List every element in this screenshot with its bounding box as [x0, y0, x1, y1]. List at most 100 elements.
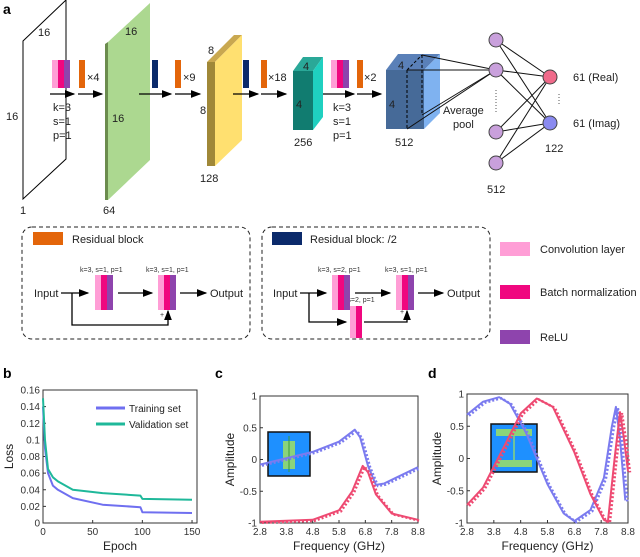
x-tick-label: 4.8	[306, 527, 320, 538]
x-tick-label: 0	[40, 527, 46, 538]
chart-d: 2.8 3.8 4.8 5.8 6.8 7.8 8.8 -1 -0.5 0 0.5 1 Frequenc…	[430, 390, 635, 554]
chart-c: 2.8 3.8 4.8 5.8 6.8 7.8 8.8 -1 -0.5 0 0.5 1 Frequenc…	[223, 392, 425, 554]
y-tick-label: 0.14	[21, 402, 41, 413]
input-label: Input	[273, 288, 297, 300]
fc-connection	[495, 69, 551, 124]
x-tick-label: 2.8	[253, 527, 267, 538]
residual-block-down-title: Residual block: /2	[310, 234, 397, 246]
series-predicted-line	[261, 428, 421, 488]
output-real-label: 61 (Real)	[573, 72, 618, 84]
fc-connection	[495, 122, 551, 164]
y-axis-label: Amplitude	[223, 433, 237, 487]
y-tick-label: -0.5	[240, 487, 258, 498]
y-tick-label: 0.16	[21, 386, 41, 397]
repeat-count: ×18	[268, 72, 287, 84]
y-tick-label: 0.1	[26, 435, 40, 446]
conv-param-k: k=3	[53, 102, 71, 114]
conv-params: k=3, s=1, p=1	[385, 267, 428, 274]
input-height: 16	[6, 111, 18, 123]
residual-block-diagram: Residual block Input Output k=3, s=1, p=…	[21, 226, 251, 340]
conv-param-s: s=1	[333, 116, 351, 128]
residual-block-title: Residual block	[72, 234, 144, 246]
stage1-channels: 64	[103, 205, 115, 217]
series-line	[259, 464, 419, 523]
plus-sign: +	[400, 309, 404, 316]
legend-label: Training set	[129, 404, 181, 415]
output-label: Output	[447, 288, 480, 300]
conv-block-stem	[52, 60, 70, 88]
stage1-width: 16	[125, 26, 137, 38]
y-tick-label: 0.08	[21, 452, 41, 463]
conv-params: k=3, s=1, p=1	[146, 267, 189, 274]
stage2-width: 8	[208, 45, 214, 57]
series-line	[259, 428, 419, 486]
y-tick-label: 0	[251, 455, 257, 466]
unit-cell-inset	[490, 423, 538, 473]
fc-out-count: 122	[545, 143, 563, 155]
y-tick-label: 0.04	[21, 485, 41, 496]
fc-connection	[495, 76, 551, 133]
panel-label-d: d	[428, 365, 437, 381]
x-tick-label: 7.8	[385, 527, 399, 538]
stage4-width: 4	[398, 60, 404, 72]
plus-sign: +	[160, 312, 164, 319]
x-tick-label: 150	[184, 527, 201, 538]
fc-connection	[495, 69, 551, 78]
output-label: Output	[210, 288, 243, 300]
avgpool-label: Average	[443, 105, 484, 117]
panel-label-c: c	[215, 365, 223, 381]
y-tick-label: -0.5	[447, 486, 465, 497]
y-tick-label: -1	[248, 519, 257, 530]
stage2-height: 8	[200, 105, 206, 117]
conv-params: k=3, s=2, p=1	[318, 267, 361, 274]
y-tick-label: 0.12	[21, 419, 41, 430]
x-tick-label: 2.8	[460, 527, 474, 538]
x-tick-label: 8.8	[411, 527, 425, 538]
x-axis-label: Frequency (GHz)	[293, 539, 385, 553]
series-line	[42, 398, 193, 501]
input-plane: 16 16 1	[6, 0, 67, 217]
y-tick-label: 0.5	[450, 422, 464, 433]
repeat-count: ×4	[87, 72, 100, 84]
x-tick-label: 6.8	[358, 527, 372, 538]
y-tick-label: -1	[455, 519, 464, 530]
conv-param-p: p=1	[53, 130, 72, 142]
legend-conv: Convolution layer	[540, 244, 625, 256]
residual-block-icon	[357, 60, 363, 88]
feature-map-128: 8 8 128	[200, 35, 242, 185]
conv-params: k=1, s=2, p=1	[332, 297, 375, 304]
stage4-channels: 512	[395, 137, 413, 149]
x-axis-label: Frequency (GHz)	[501, 539, 593, 553]
input-width: 16	[38, 27, 50, 39]
x-tick-label: 3.8	[487, 527, 501, 538]
fully-connected-layer	[406, 32, 560, 171]
residual-block-down-icon	[152, 60, 158, 88]
conv-param-k: k=3	[333, 102, 351, 114]
chart-b: 0 50 100 150 0 0.02 0.04 0.06 0.08 0.1 0.12 0.14 0.1…	[2, 386, 201, 554]
fc-hidden-count: 512	[487, 184, 505, 196]
residual-block-icon	[261, 60, 267, 88]
output-neuron-real	[542, 69, 558, 85]
input-label: Input	[34, 288, 58, 300]
panel-label-a: a	[3, 1, 11, 17]
y-axis-label: Loss	[2, 444, 16, 469]
legend-bn: Batch normalization	[540, 287, 637, 299]
x-tick-label: 50	[87, 527, 99, 538]
y-tick-label: 0.02	[21, 502, 41, 513]
panel-label-b: b	[3, 365, 12, 381]
feature-map-512: 4 4 512	[386, 54, 440, 149]
conv-params: k=3, s=1, p=1	[80, 267, 123, 274]
conv-param-p: p=1	[333, 130, 352, 142]
repeat-count: ×2	[364, 72, 377, 84]
output-imag-label: 61 (Imag)	[573, 118, 620, 130]
x-tick-label: 5.8	[332, 527, 346, 538]
repeat-count: ×9	[183, 72, 196, 84]
stage3-channels: 256	[294, 137, 312, 149]
conv-block	[331, 60, 349, 88]
residual-block-down-icon	[243, 60, 249, 88]
stage3-height: 4	[296, 99, 302, 111]
stage1-height: 16	[112, 113, 124, 125]
output-neuron-imag	[542, 115, 558, 131]
feature-map-256: 4 4 256	[293, 57, 323, 149]
